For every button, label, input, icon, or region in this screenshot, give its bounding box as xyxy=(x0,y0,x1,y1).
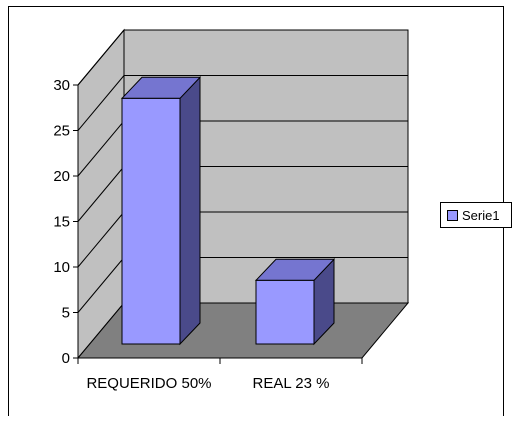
bars xyxy=(120,76,336,346)
y-tick-label: 10 xyxy=(53,259,70,276)
bar-top xyxy=(254,258,336,281)
x-axis-categories: REQUERIDO 50% REAL 23 % xyxy=(86,375,329,392)
y-tick-label: 20 xyxy=(53,168,70,185)
gridline-side xyxy=(77,166,125,222)
gridline-side xyxy=(77,211,125,268)
y-tick-label: 0 xyxy=(62,350,70,367)
y-tick-label: 25 xyxy=(53,123,70,140)
y-tick-label: 5 xyxy=(62,305,70,322)
bar-front xyxy=(255,279,315,345)
gridline-side xyxy=(77,29,125,86)
y-tick-label: 15 xyxy=(53,214,70,231)
x-category-label: REQUERIDO 50% xyxy=(86,375,211,392)
gridline-side xyxy=(77,120,125,177)
bar-front xyxy=(121,97,181,345)
legend-label-serie1: Serie1 xyxy=(462,207,500,223)
bar-top xyxy=(120,76,202,99)
bar-side xyxy=(179,76,201,346)
y-axis-ticks: 0 5 10 15 20 25 30 xyxy=(53,77,78,367)
y-tick-label: 30 xyxy=(53,77,70,94)
gridline-side xyxy=(77,75,125,131)
legend: Serie1 xyxy=(440,202,512,228)
legend-swatch-serie1 xyxy=(447,209,458,221)
x-category-label: REAL 23 % xyxy=(253,375,330,392)
gridline-side xyxy=(77,257,125,313)
